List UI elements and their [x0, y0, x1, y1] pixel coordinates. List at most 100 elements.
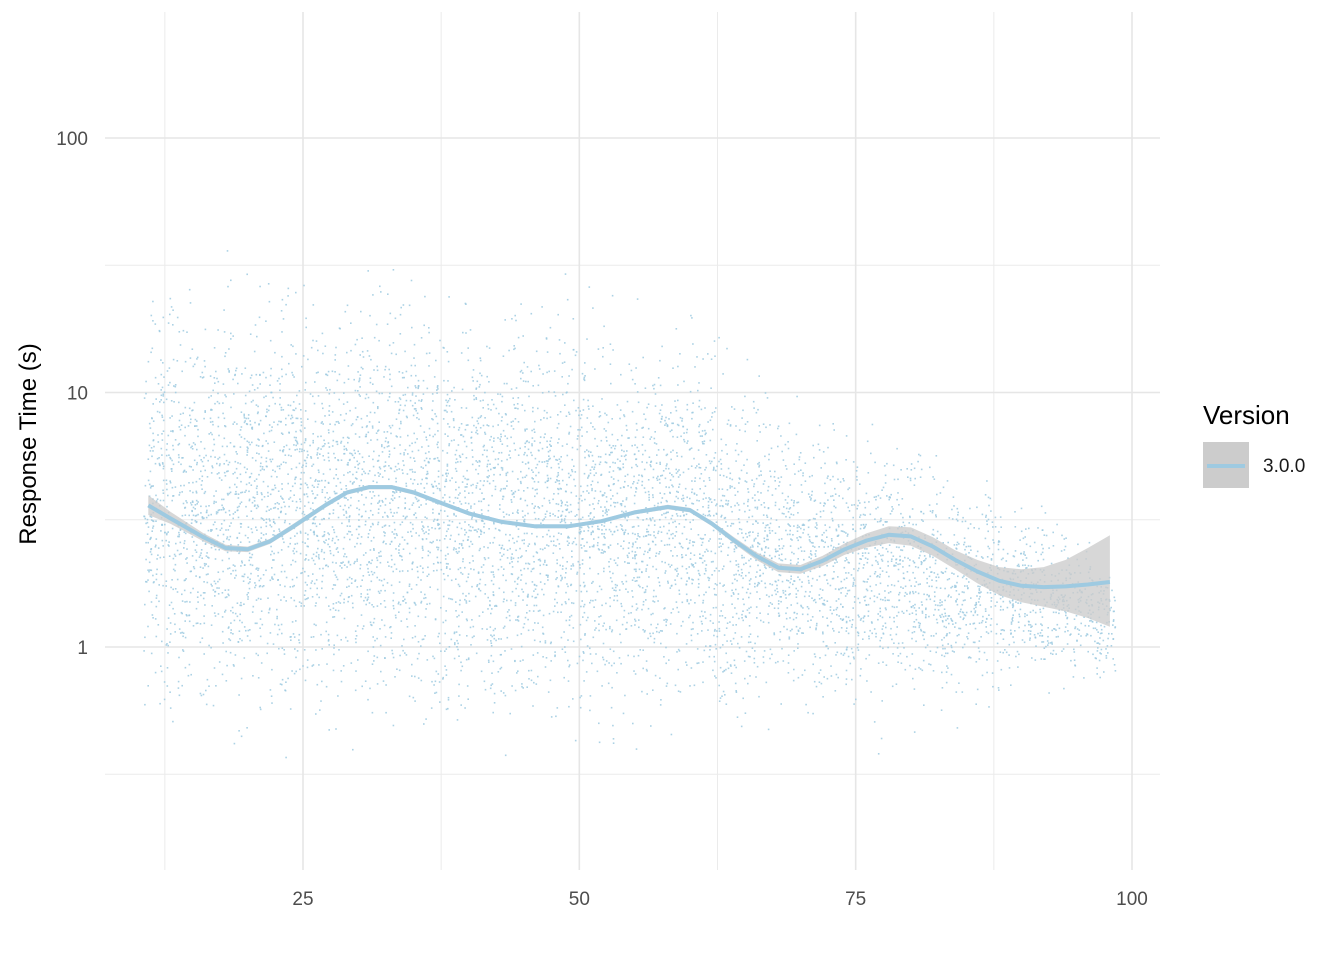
- scatter-point: [356, 416, 359, 418]
- scatter-point: [500, 466, 503, 469]
- scatter-point: [309, 477, 312, 479]
- scatter-point: [637, 525, 640, 527]
- scatter-point: [528, 467, 530, 470]
- scatter-point: [686, 599, 689, 601]
- scatter-point: [381, 451, 384, 453]
- scatter-point: [676, 490, 678, 493]
- scatter-point: [605, 660, 608, 662]
- scatter-point: [393, 447, 396, 449]
- scatter-point: [466, 635, 468, 637]
- scatter-point: [162, 316, 165, 319]
- scatter-point: [494, 458, 497, 461]
- scatter-point: [327, 481, 330, 484]
- scatter-point: [602, 347, 604, 349]
- scatter-point: [635, 568, 637, 571]
- scatter-point: [532, 410, 534, 413]
- scatter-point: [207, 459, 209, 462]
- scatter-point: [486, 345, 488, 348]
- scatter-point: [533, 604, 536, 607]
- scatter-point: [545, 564, 548, 566]
- scatter-point: [384, 461, 387, 463]
- scatter-point: [447, 696, 450, 699]
- scatter-point: [508, 539, 510, 542]
- scatter-point: [201, 516, 204, 519]
- scatter-point: [389, 312, 392, 315]
- scatter-point: [611, 451, 613, 454]
- scatter-point: [500, 566, 503, 568]
- scatter-point: [354, 638, 357, 640]
- scatter-point: [408, 607, 411, 610]
- scatter-point: [400, 620, 403, 622]
- scatter-point: [653, 504, 656, 507]
- scatter-point: [314, 563, 316, 565]
- scatter-point: [389, 392, 391, 395]
- scatter-point: [492, 480, 495, 482]
- scatter-point: [312, 304, 315, 306]
- scatter-point: [152, 420, 155, 422]
- scatter-point: [315, 372, 318, 374]
- scatter-point: [303, 441, 306, 444]
- scatter-point: [251, 531, 254, 534]
- scatter-point: [204, 490, 207, 493]
- scatter-point: [709, 645, 712, 647]
- scatter-point: [244, 402, 247, 405]
- scatter-point: [631, 579, 634, 581]
- scatter-point: [368, 421, 371, 423]
- scatter-point: [479, 372, 481, 375]
- scatter-point: [464, 566, 466, 569]
- minor-gridlines: [105, 12, 1160, 870]
- scatter-point: [384, 532, 386, 534]
- scatter-point: [482, 424, 485, 427]
- scatter-point: [346, 533, 349, 535]
- scatter-point: [415, 395, 417, 397]
- scatter-point: [266, 505, 269, 508]
- scatter-point: [147, 685, 149, 687]
- scatter-point: [319, 453, 321, 455]
- scatter-point: [278, 647, 280, 650]
- scatter-point: [208, 396, 210, 399]
- scatter-point: [601, 604, 603, 607]
- scatter-point: [442, 676, 444, 679]
- scatter-point: [526, 504, 529, 507]
- scatter-point: [512, 397, 514, 399]
- scatter-point: [410, 374, 413, 377]
- scatter-point: [497, 393, 499, 395]
- scatter-point: [636, 482, 639, 484]
- scatter-point: [295, 476, 297, 479]
- scatter-point: [179, 413, 182, 415]
- scatter-point: [653, 589, 655, 592]
- scatter-point: [566, 504, 569, 507]
- scatter-point: [556, 480, 559, 482]
- scatter-point: [376, 576, 378, 579]
- scatter-point: [265, 440, 267, 442]
- scatter-point: [237, 497, 240, 499]
- scatter-point: [335, 562, 337, 564]
- scatter-point: [493, 437, 495, 440]
- scatter-point: [467, 538, 469, 541]
- scatter-point: [190, 522, 193, 524]
- scatter-point: [324, 479, 327, 482]
- scatter-point: [316, 593, 318, 596]
- scatter-point: [510, 501, 513, 503]
- scatter-point: [615, 525, 618, 528]
- scatter-point: [653, 524, 656, 526]
- scatter-point: [479, 357, 482, 359]
- scatter-point: [377, 494, 380, 497]
- scatter-point: [657, 600, 659, 602]
- scatter-point: [273, 521, 275, 523]
- scatter-point: [312, 636, 315, 638]
- scatter-point: [314, 420, 317, 423]
- scatter-point: [216, 511, 219, 514]
- scatter-point: [476, 461, 479, 463]
- scatter-point: [253, 389, 256, 391]
- scatter-point: [378, 501, 380, 503]
- scatter-point: [581, 499, 583, 502]
- scatter-point: [391, 652, 394, 655]
- scatter-point: [156, 558, 158, 560]
- scatter-point: [600, 474, 602, 476]
- scatter-point: [255, 507, 258, 510]
- scatter-point: [193, 459, 196, 462]
- scatter-point: [313, 516, 316, 519]
- scatter-point: [428, 529, 430, 531]
- scatter-point: [423, 459, 426, 462]
